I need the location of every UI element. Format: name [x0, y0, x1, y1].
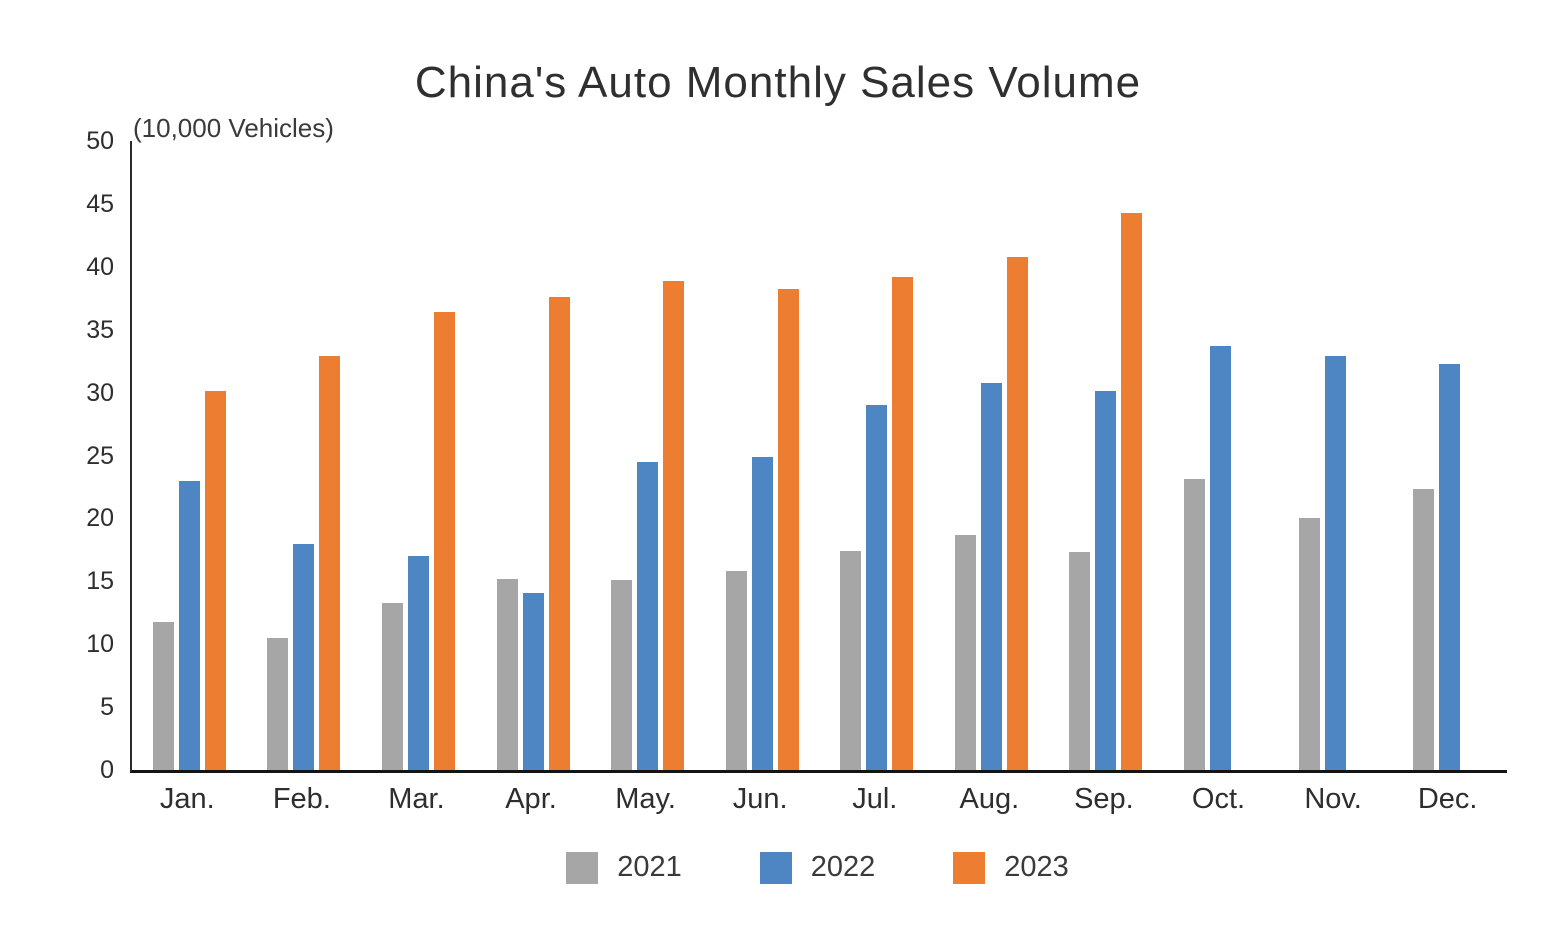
bar-2022-feb — [293, 543, 315, 770]
legend-label-2022: 2022 — [810, 851, 876, 883]
x-axis-label-sep: Sep. — [1074, 783, 1134, 815]
bar-2022-dec — [1439, 363, 1461, 770]
bar-2021-sep — [1069, 552, 1091, 770]
plot-area — [130, 141, 1507, 773]
legend-label-2021: 2021 — [617, 851, 682, 883]
legend-item-2023: 2023 — [953, 851, 1069, 884]
bar-2023-sep — [1121, 212, 1143, 770]
bar-2023-jun — [777, 289, 799, 770]
bar-2023-aug — [1006, 256, 1028, 770]
x-axis-label-jun: Jun. — [732, 783, 788, 815]
bar-2022-jan — [178, 480, 200, 770]
bar-2021-oct — [1184, 479, 1206, 770]
y-tick-label-40: 40 — [86, 252, 114, 281]
y-tick-label-15: 15 — [86, 567, 114, 596]
y-tick-label-45: 45 — [86, 189, 114, 218]
legend-item-2021: 2021 — [566, 851, 682, 884]
bar-2022-jun — [751, 456, 773, 770]
bar-2022-apr — [522, 592, 544, 770]
x-axis-label-aug: Aug. — [959, 783, 1020, 815]
y-tick-label-0: 0 — [100, 756, 114, 784]
bar-2022-may — [637, 461, 659, 770]
bar-2022-aug — [980, 382, 1002, 770]
x-axis-label-may: May. — [615, 783, 676, 815]
bar-2021-mar — [381, 602, 403, 770]
legend-item-2022: 2022 — [759, 851, 876, 884]
bar-2021-may — [611, 580, 633, 770]
bar-2021-feb — [267, 637, 289, 770]
legend-swatch-2022 — [759, 851, 792, 884]
bar-2022-mar — [407, 556, 429, 770]
x-axis-labels: Jan. Feb. Mar. Apr. May. Jun. Jul. Aug. Sep. Oct.… — [130, 782, 1505, 816]
bar-2022-sep — [1095, 391, 1117, 770]
bar-2023-feb — [319, 356, 341, 770]
y-tick-label-50: 50 — [86, 127, 114, 155]
bar-2023-may — [663, 280, 685, 770]
x-axis-label-feb: Feb. — [272, 783, 331, 815]
x-axis-label-nov: Nov. — [1304, 783, 1362, 815]
legend-label-2023: 2023 — [1004, 851, 1069, 883]
x-axis-label-mar: Mar. — [388, 783, 445, 815]
bar-2021-apr — [496, 578, 518, 770]
chart-title: China's Auto Monthly Sales Volume — [414, 58, 1142, 107]
bar-2021-aug — [954, 534, 976, 770]
legend-swatch-2023 — [953, 851, 986, 884]
x-axis-label-oct: Oct. — [1191, 783, 1246, 815]
bar-2022-nov — [1324, 356, 1346, 770]
x-axis-label-dec: Dec. — [1417, 783, 1478, 815]
bar-2021-jan — [152, 621, 174, 770]
x-axis-label-jul: Jul. — [852, 783, 898, 815]
legend: 2021 2022 2023 — [130, 851, 1505, 884]
bar-2021-jun — [725, 571, 747, 770]
y-tick-label-5: 5 — [100, 693, 114, 722]
bar-2023-apr — [548, 297, 570, 770]
bar-2023-jul — [892, 276, 914, 770]
y-tick-label-25: 25 — [86, 441, 114, 470]
bar-2021-jul — [840, 551, 862, 770]
bar-2021-nov — [1298, 518, 1320, 770]
y-tick-label-30: 30 — [86, 378, 114, 407]
y-tick-label-10: 10 — [86, 630, 114, 659]
bar-2021-dec — [1413, 489, 1435, 770]
y-tick-label-35: 35 — [86, 315, 114, 344]
y-axis-unit-label: (10,000 Vehicles) — [133, 113, 334, 143]
bar-2022-jul — [866, 405, 888, 770]
y-tick-label-20: 20 — [86, 504, 114, 533]
bar-2022-oct — [1210, 346, 1232, 770]
x-axis-label-apr: Apr. — [505, 783, 557, 815]
bar-2023-mar — [433, 312, 455, 770]
bar-2023-jan — [204, 391, 226, 770]
x-axis-label-jan: Jan. — [159, 783, 215, 815]
legend-swatch-2021 — [566, 851, 599, 884]
